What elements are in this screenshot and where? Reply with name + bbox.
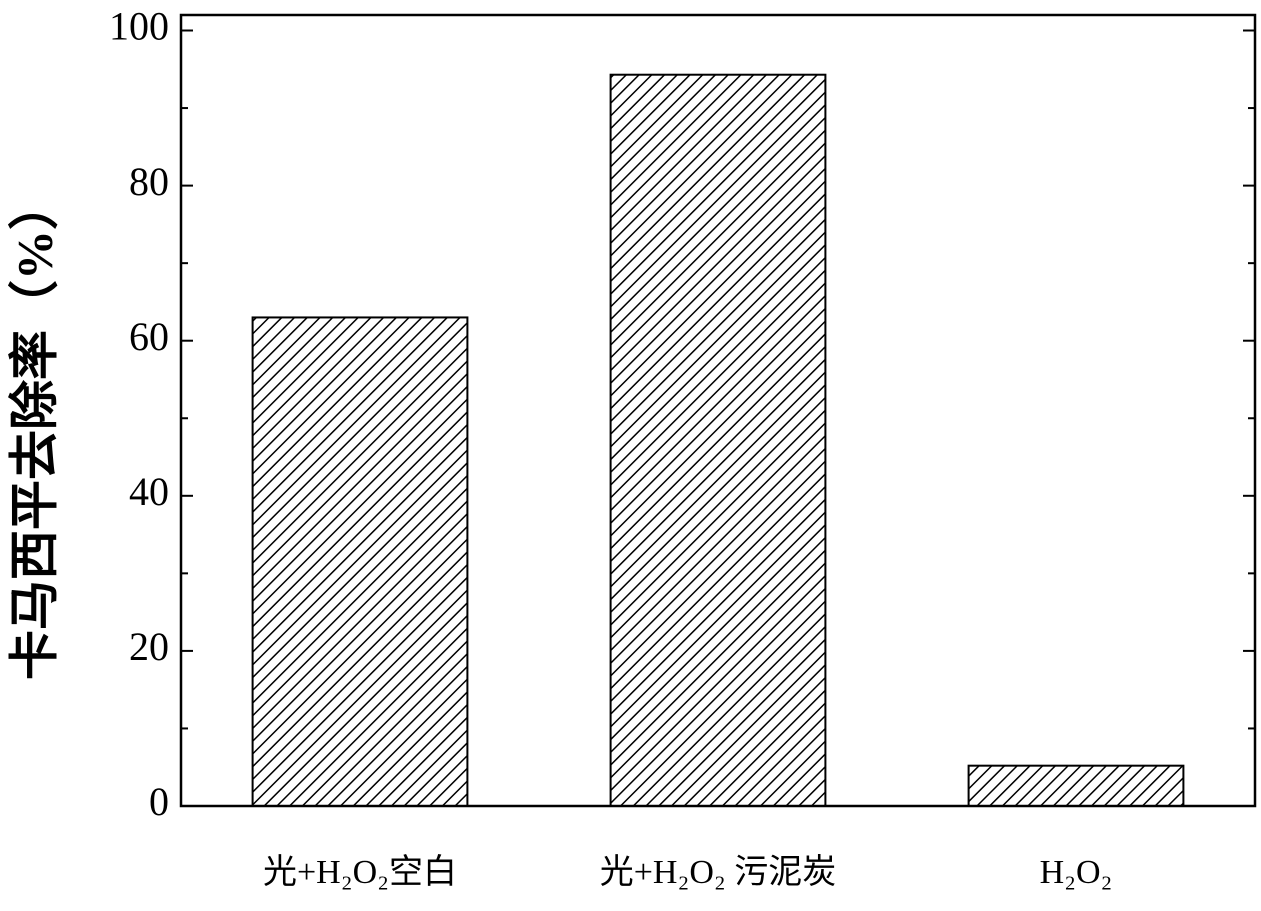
y-axis-label: 卡马西平去除率（%）: [6, 180, 62, 680]
bar: [609, 73, 827, 807]
bar: [967, 764, 1185, 807]
plot-frame: [179, 13, 1257, 808]
x-tick-label: 光+H₂O₂空白: [263, 853, 457, 891]
x-tick-label: H₂O₂: [1040, 854, 1113, 891]
y-tick-label: 100: [109, 4, 169, 49]
y-tick-label: 20: [129, 624, 169, 669]
x-tick-label: 光+H₂O₂ 污泥炭: [600, 853, 837, 891]
bar: [251, 316, 469, 807]
y-tick-label: 0: [149, 779, 169, 824]
y-tick-label: 80: [129, 159, 169, 204]
y-tick-label: 60: [129, 314, 169, 359]
y-tick-label: 40: [129, 469, 169, 514]
